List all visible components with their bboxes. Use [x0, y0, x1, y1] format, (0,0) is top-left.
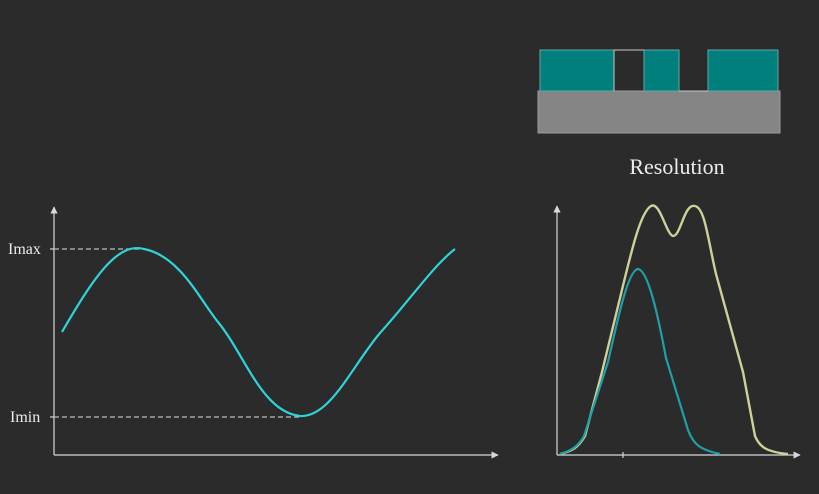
- substrate-layer: [537, 90, 781, 134]
- mask-structure-illustration: [537, 49, 781, 134]
- combined-intensity-curve: [559, 204, 789, 456]
- resolution-label: Resolution: [629, 154, 724, 179]
- mask-block-left: [539, 49, 615, 92]
- mask-block-right: [707, 49, 779, 92]
- imax-label: Imax: [8, 241, 41, 258]
- resolution-plot: [553, 204, 801, 459]
- imin-label: Imin: [10, 409, 40, 426]
- single-feature-intensity-curve: [559, 267, 721, 456]
- intensity-plot: Imax Imin: [8, 206, 499, 459]
- intensity-sine-curve: [61, 246, 456, 418]
- mask-block-middle: [643, 49, 680, 92]
